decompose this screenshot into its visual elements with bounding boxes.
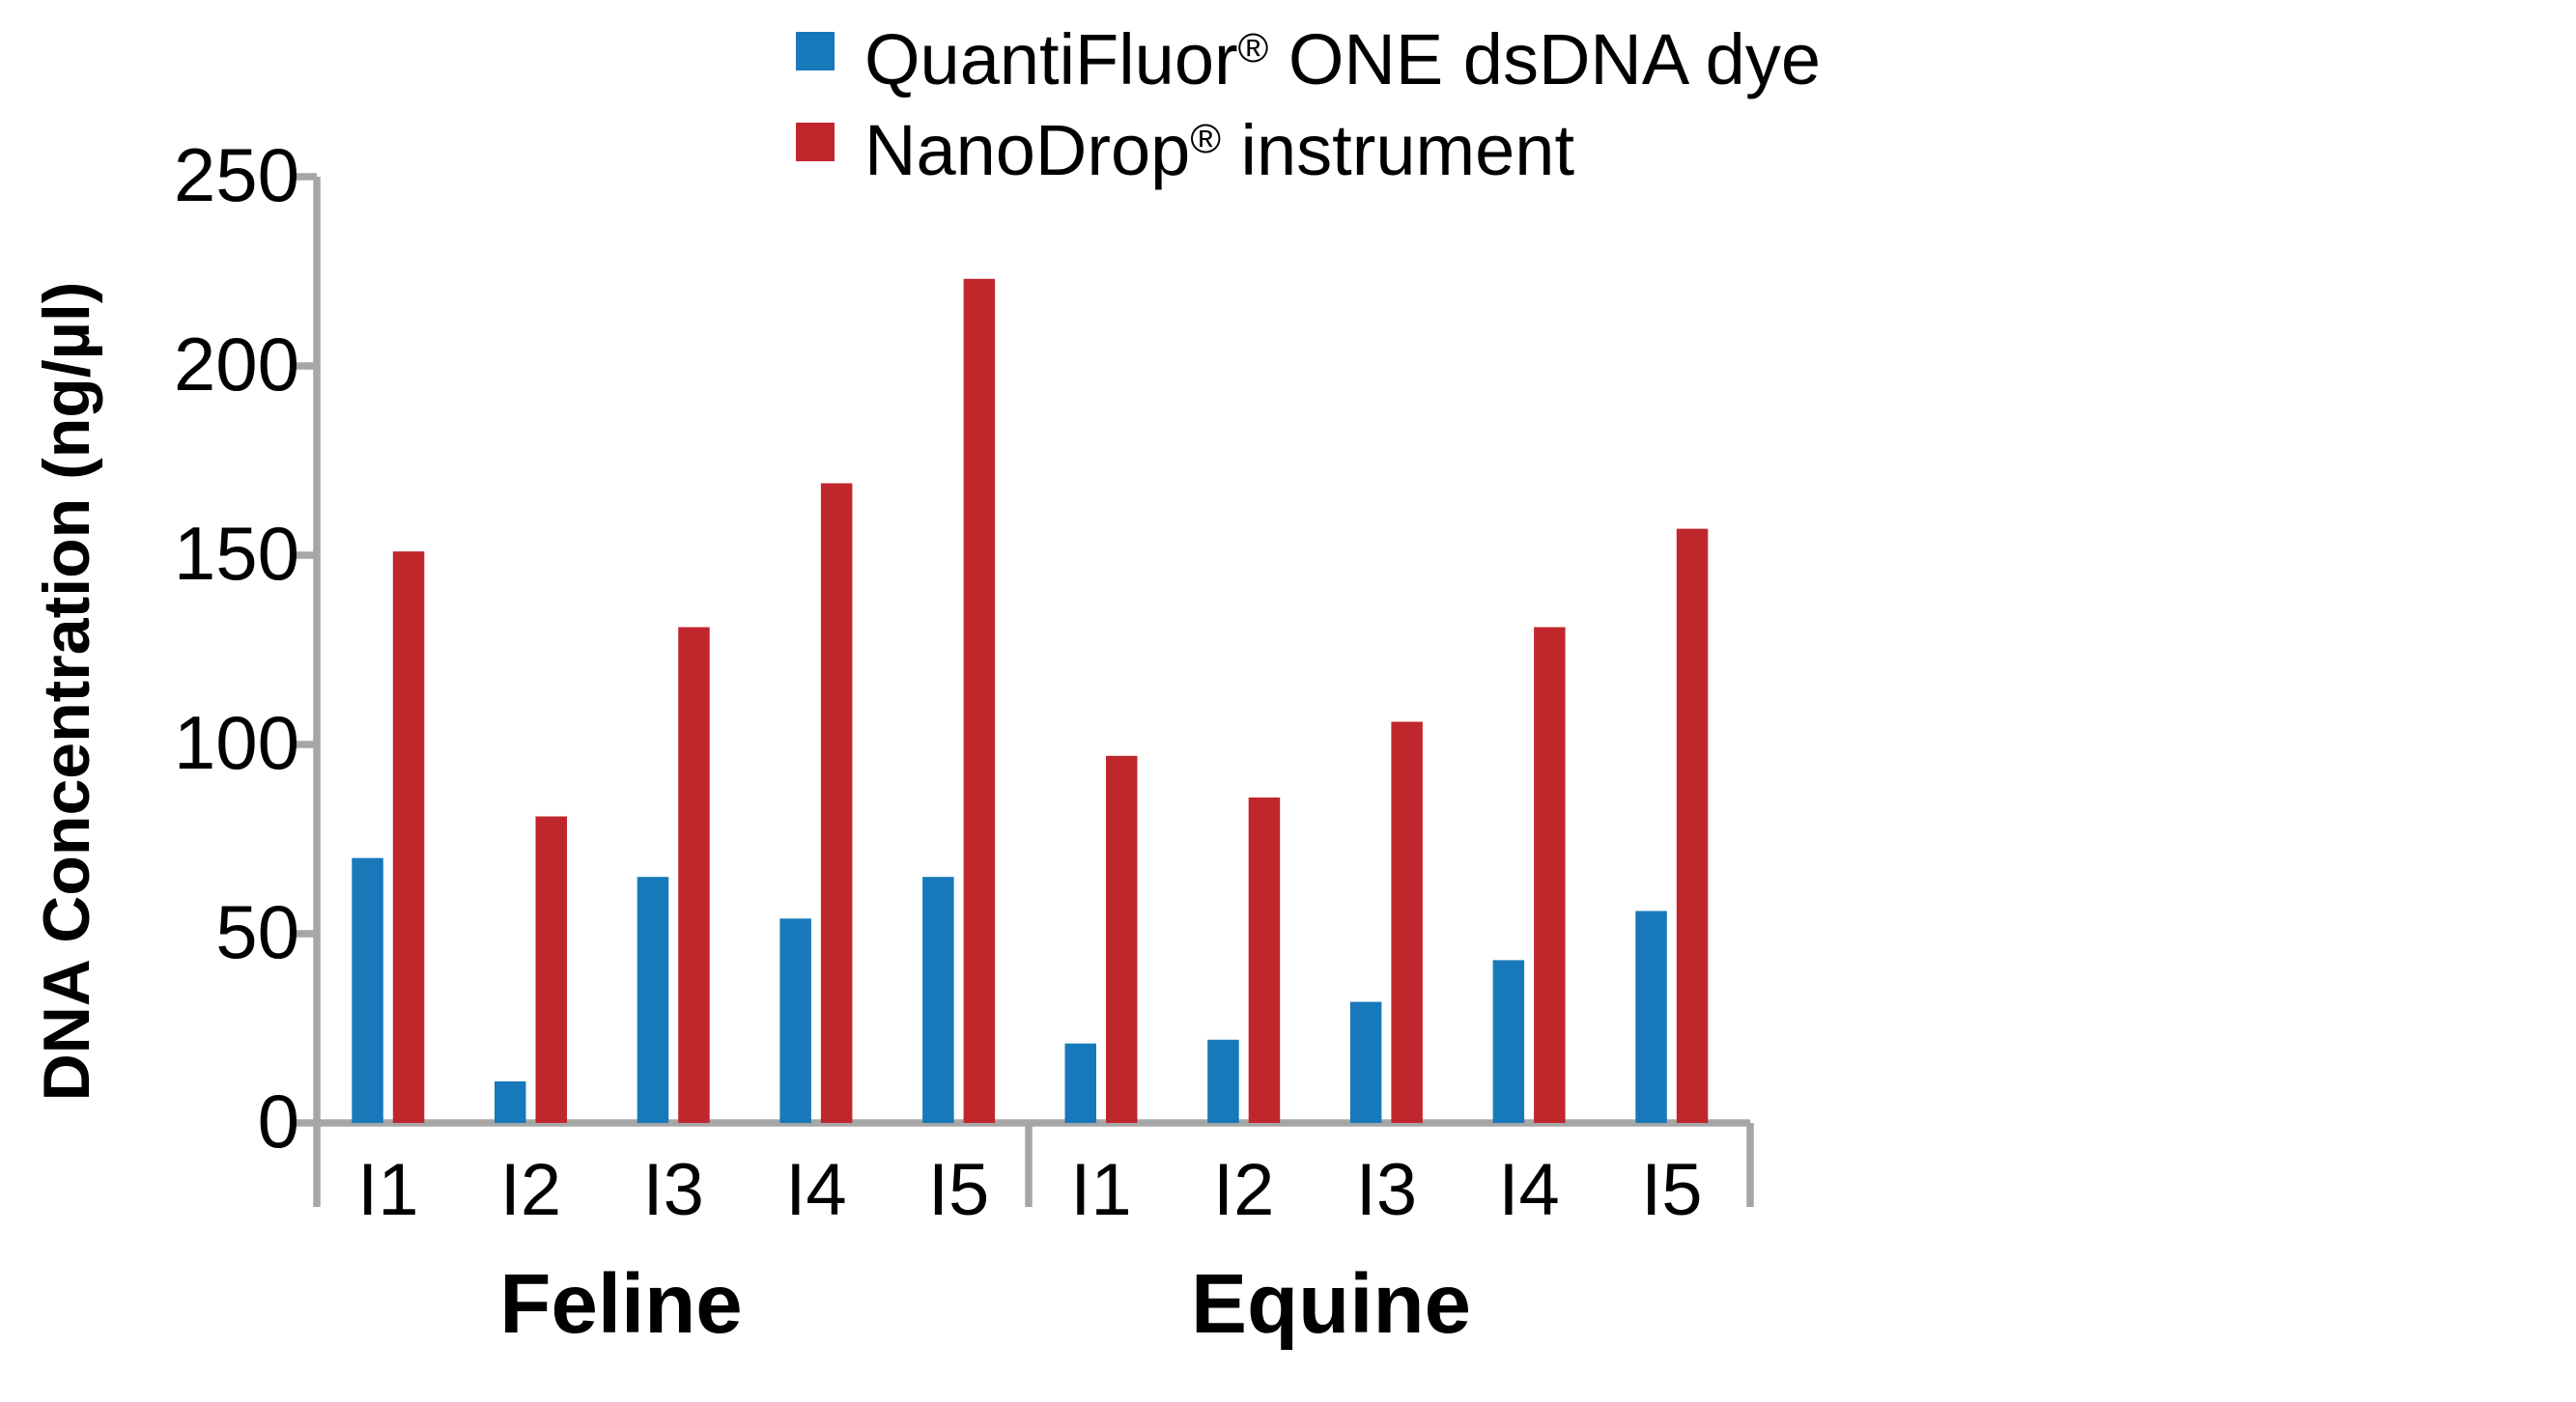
svg-text:I3: I3 (643, 1149, 704, 1231)
svg-text:I1: I1 (1070, 1149, 1131, 1231)
svg-text:I3: I3 (1356, 1149, 1417, 1231)
svg-text:Equine: Equine (1191, 1257, 1471, 1351)
svg-text:I4: I4 (785, 1149, 846, 1231)
svg-text:DNA Concentration (ng/µl): DNA Concentration (ng/µl) (30, 282, 103, 1102)
svg-text:50: 50 (215, 889, 299, 974)
svg-text:QuantiFluor® ONE dsDNA dye: QuantiFluor® ONE dsDNA dye (864, 19, 1821, 99)
svg-text:NanoDrop® instrument: NanoDrop® instrument (864, 110, 1574, 190)
svg-text:I1: I1 (357, 1149, 418, 1231)
svg-text:I5: I5 (928, 1149, 989, 1231)
svg-text:I2: I2 (1213, 1149, 1274, 1231)
svg-text:Feline: Feline (499, 1257, 742, 1351)
svg-text:150: 150 (174, 511, 299, 596)
svg-text:I5: I5 (1641, 1149, 1702, 1231)
svg-text:100: 100 (174, 700, 299, 785)
svg-text:I2: I2 (500, 1149, 561, 1231)
svg-text:0: 0 (258, 1079, 299, 1164)
svg-text:I4: I4 (1498, 1149, 1559, 1231)
svg-text:200: 200 (174, 322, 299, 407)
svg-text:250: 250 (174, 132, 299, 217)
